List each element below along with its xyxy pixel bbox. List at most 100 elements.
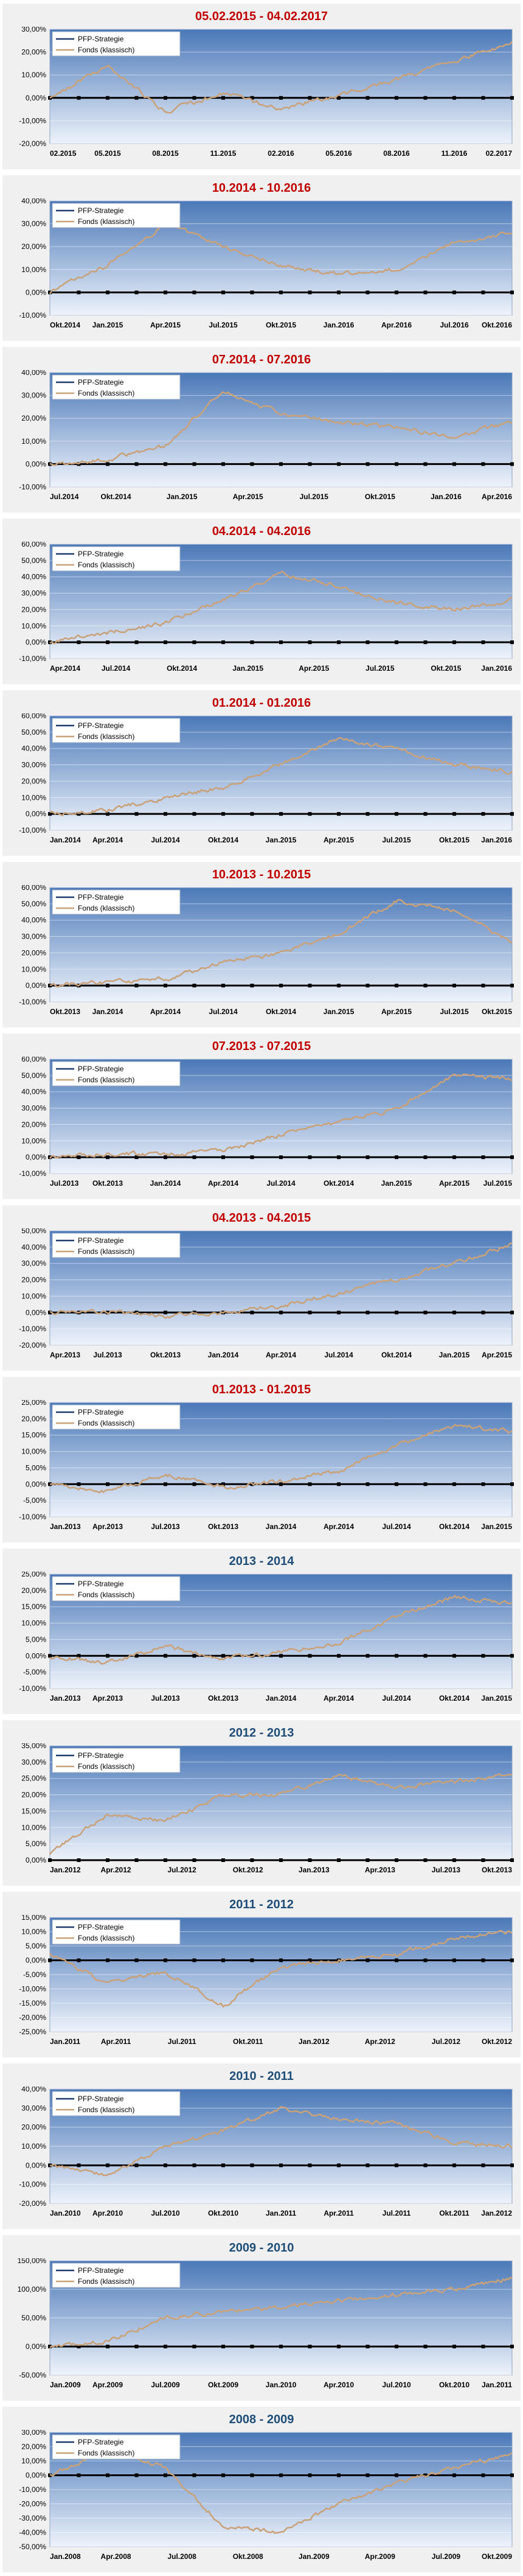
series-marker-strategy [77, 2345, 81, 2348]
x-tick-label: Apr.2008 [101, 2552, 131, 2561]
series-marker-strategy [164, 2473, 167, 2477]
series-marker-strategy [452, 2473, 456, 2477]
y-tick-label: 0,00% [26, 2161, 46, 2169]
series-marker-strategy [510, 290, 514, 295]
x-tick-label: Jan.2015 [167, 492, 198, 501]
series-marker-strategy [77, 1482, 81, 1486]
series-marker-strategy [308, 1654, 312, 1658]
series-marker-strategy [481, 96, 485, 100]
series-marker-strategy [510, 2163, 514, 2168]
y-tick-label: 100,00% [18, 2285, 47, 2294]
series-marker-strategy [106, 96, 109, 100]
series-marker-strategy [106, 2345, 109, 2348]
series-marker-strategy [423, 1958, 428, 1962]
series-marker-strategy [77, 1958, 81, 1962]
chart-panel: 2011 - 2012 -25,00% -20,00% -15,00% -10,00% -… [2, 1892, 521, 2057]
chart-plot: -20,00% -10,00% 0,00% 10,00% 20,00% 30,00% 40,… [19, 2087, 514, 2217]
y-tick-label: -5,00% [23, 1668, 46, 1676]
series-marker-strategy [106, 1654, 109, 1658]
x-tick-label: Jan.2016 [324, 321, 355, 329]
series-marker-strategy [337, 1311, 341, 1315]
x-tick-label: Apr.2012 [101, 1866, 131, 1874]
series-marker-strategy [510, 1654, 514, 1658]
y-tick-label: 10,00% [21, 2457, 46, 2465]
x-tick-label: 11.2016 [442, 149, 468, 158]
chart-panel: 10.2013 - 10.2015 -10,00% 0,00% 10,00% 20,00… [2, 862, 521, 1027]
series-marker-strategy [337, 2345, 341, 2348]
x-tick-label: Okt.2012 [233, 1866, 263, 1874]
x-tick-label: Jan.2015 [92, 321, 123, 329]
x-tick-label: Apr.2014 [266, 1351, 296, 1359]
y-tick-label: 10,00% [21, 1928, 46, 1936]
series-marker-strategy [134, 462, 139, 466]
legend: PFP-Strategie Fonds (klassisch) [52, 2091, 181, 2116]
series-marker-strategy [452, 640, 456, 645]
series-marker-strategy [365, 1858, 370, 1862]
y-tick-label: -5,00% [23, 1496, 46, 1505]
series-marker-strategy [134, 96, 139, 100]
x-tick-label: Jan.2014 [150, 1179, 181, 1188]
series-marker-strategy [365, 1482, 370, 1486]
series-marker-strategy [452, 290, 456, 295]
series-marker-strategy [481, 1155, 485, 1160]
y-tick-label: 10,00% [21, 1292, 46, 1300]
y-tick-label: 0,00% [26, 288, 46, 296]
y-tick-label: 40,00% [21, 916, 46, 925]
series-marker-strategy [423, 2345, 428, 2348]
series-marker-strategy [395, 2345, 398, 2348]
series-marker-strategy [164, 640, 167, 645]
chart-title: 01.2014 - 01.2016 [212, 696, 311, 710]
x-tick-label: Apr.2014 [324, 1694, 354, 1703]
y-tick-label: -50,00% [19, 2371, 46, 2379]
x-tick-label: Apr.2009 [92, 2381, 123, 2389]
series-marker-strategy [365, 1311, 370, 1315]
series-marker-strategy [164, 812, 167, 816]
series-marker-strategy [192, 290, 196, 295]
series-marker-strategy [192, 2345, 196, 2348]
series-line-fund [49, 898, 513, 988]
series-marker-strategy [308, 290, 312, 295]
series-marker-strategy [192, 2473, 196, 2477]
x-tick-label: Jan.2008 [50, 2552, 81, 2561]
y-tick-label: 0,00% [26, 94, 46, 102]
y-tick-label: 40,00% [21, 1088, 46, 1096]
y-tick-label: -20,00% [19, 139, 46, 148]
x-tick-label: Jul.2014 [382, 1522, 411, 1531]
chart-panel: 10.2014 - 10.2016 -10,00% 0,00% 10,00% 20,00… [2, 175, 521, 341]
series-marker-strategy [452, 1482, 456, 1486]
series-marker-strategy [337, 96, 341, 100]
x-tick-label: Okt.2014 [439, 1694, 469, 1703]
series-marker-strategy [77, 2163, 81, 2168]
series-marker-strategy [452, 1311, 456, 1315]
series-marker-strategy [221, 1155, 225, 1160]
x-tick-label: Jul.2015 [300, 492, 329, 501]
x-tick-label: Jul.2014 [209, 1007, 238, 1016]
series-marker-strategy [106, 812, 109, 816]
x-tick-label: Apr.2013 [92, 1694, 123, 1703]
chart-plot: 0,00% 5,00% 10,00% 15,00% 20,00% 25,00% 30,00%… [21, 1743, 514, 1874]
series-marker-strategy [106, 1958, 109, 1962]
chart-title: 2011 - 2012 [229, 1898, 294, 1911]
x-tick-label: Okt.2013 [482, 1866, 512, 1874]
series-marker-strategy [279, 96, 283, 100]
series-marker-strategy [337, 462, 341, 466]
series-marker-strategy [279, 1482, 283, 1486]
y-tick-label: 10,00% [21, 1619, 46, 1628]
y-tick-label: 30,00% [21, 589, 46, 598]
legend-label-strategy: PFP-Strategie [78, 2438, 124, 2446]
series-marker-strategy [250, 462, 254, 466]
x-tick-label: Jan.2013 [50, 1522, 81, 1531]
x-tick-label: 05.2015 [94, 149, 121, 158]
y-tick-label: 30,00% [21, 1758, 46, 1766]
series-marker-strategy [395, 640, 398, 645]
chart-panel: 04.2013 - 04.2015 -20,00% -10,00% 0,00% 10,0… [2, 1205, 521, 1371]
x-tick-label: Apr.2014 [208, 1179, 238, 1188]
x-tick-label: Jul.2010 [382, 2381, 411, 2389]
series-marker-strategy [423, 1482, 428, 1486]
series-marker-strategy [221, 1958, 225, 1962]
y-tick-label: 50,00% [21, 2314, 46, 2322]
series-marker-strategy [423, 984, 428, 988]
series-marker-strategy [452, 1958, 456, 1962]
chart-panel: 05.02.2015 - 04.02.2017 -20,00% -10,00% 0,0… [2, 4, 521, 169]
y-tick-label: 60,00% [21, 885, 46, 892]
